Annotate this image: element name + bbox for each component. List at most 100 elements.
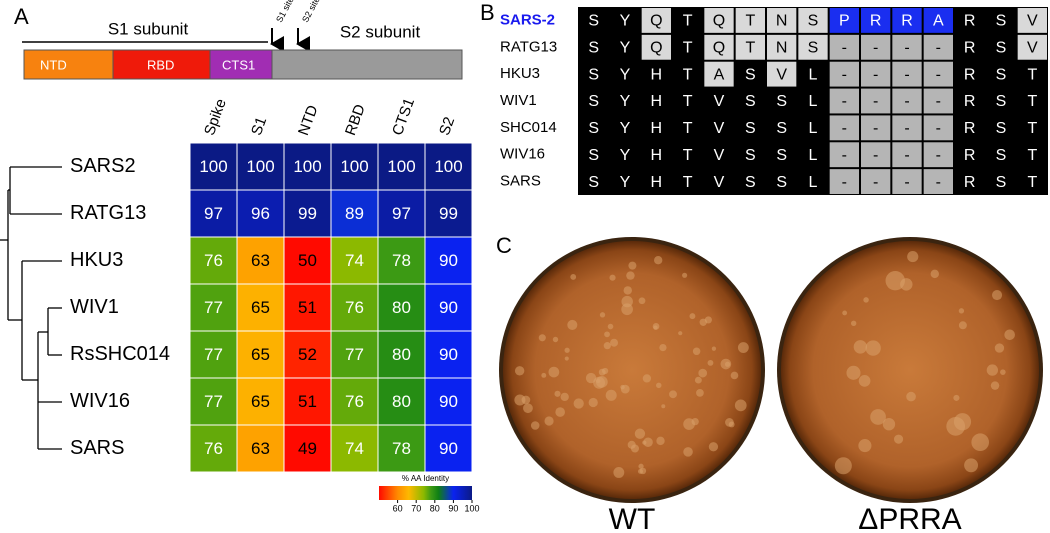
- heatmap-cell: [330, 236, 379, 285]
- residue-cell: [829, 61, 859, 87]
- residue: S: [588, 174, 599, 191]
- cell-value: 100: [340, 157, 368, 176]
- plaque: [865, 340, 881, 356]
- plaque: [691, 417, 699, 426]
- plaque: [634, 428, 646, 439]
- residue: V: [1027, 13, 1038, 30]
- residue: -: [873, 120, 878, 137]
- residue: L: [809, 93, 818, 110]
- sequence-name: SHC014: [500, 119, 557, 136]
- residue-cell: [829, 142, 859, 168]
- plaque: [656, 382, 662, 389]
- heatmap-cell: [189, 377, 238, 426]
- plaque: [555, 407, 565, 417]
- cell-value: 99: [439, 204, 458, 223]
- cell-value: 65: [251, 392, 270, 411]
- plaque: [652, 322, 660, 330]
- phylogenetic-tree: [0, 166, 62, 450]
- residue-cell: [829, 115, 859, 141]
- plaque: [1000, 369, 1006, 375]
- heatmap-cell: [424, 424, 473, 473]
- plaque: [643, 437, 653, 448]
- plaque: [585, 372, 597, 384]
- residue: Y: [620, 13, 631, 30]
- panel-label: C: [496, 233, 512, 258]
- plaque: [598, 368, 606, 376]
- s1-site-label: S1 site: [274, 0, 296, 24]
- domain-label: RBD: [147, 57, 174, 72]
- residue: H: [651, 174, 663, 191]
- plaque: [560, 392, 569, 402]
- residue-cell: [829, 88, 859, 114]
- plaque: [971, 433, 990, 452]
- s2-label: S2 subunit: [340, 22, 421, 41]
- residue: T: [683, 13, 693, 30]
- plaque: [654, 256, 663, 265]
- residue-cell: [861, 34, 891, 60]
- residue: -: [873, 66, 878, 83]
- cell-value: 76: [345, 298, 364, 317]
- plaque: [599, 312, 606, 318]
- residue: Q: [713, 40, 725, 57]
- residue: L: [809, 120, 818, 137]
- plaque: [678, 331, 683, 336]
- cell-value: 90: [439, 345, 458, 364]
- residue: L: [809, 147, 818, 164]
- cell-value: 97: [392, 204, 411, 223]
- residue-cell: [767, 61, 797, 87]
- plaque: [538, 334, 546, 342]
- cell-value: 65: [251, 345, 270, 364]
- heatmap-cell: [283, 330, 332, 379]
- cell-value: 65: [251, 298, 270, 317]
- cell-value: 76: [204, 439, 223, 458]
- plaque: [656, 436, 665, 446]
- plaque: [573, 398, 584, 409]
- plaque: [900, 278, 913, 291]
- residue: R: [964, 174, 976, 191]
- residue: T: [683, 120, 693, 137]
- residue: Y: [620, 93, 631, 110]
- residue: N: [776, 40, 788, 57]
- residue: S: [808, 13, 819, 30]
- heatmap-cell: [330, 377, 379, 426]
- residue: -: [842, 66, 847, 83]
- residue: S: [745, 174, 756, 191]
- plate: [503, 241, 761, 499]
- residue: -: [904, 66, 909, 83]
- column-label: CTS1: [389, 96, 418, 138]
- residue: Y: [620, 120, 631, 137]
- residue: S: [996, 120, 1007, 137]
- residue-cell: [1017, 8, 1047, 33]
- cell-value: 77: [345, 345, 364, 364]
- residue-cell: [767, 8, 797, 33]
- residue: -: [873, 147, 878, 164]
- residue: S: [588, 93, 599, 110]
- cell-value: 96: [251, 204, 270, 223]
- heatmap-cell: [236, 377, 285, 426]
- plaque: [842, 310, 848, 316]
- cell-value: 100: [246, 157, 274, 176]
- residue-cell: [704, 61, 734, 87]
- plaque: [708, 442, 719, 452]
- plaque: [711, 346, 717, 351]
- plaque: [620, 384, 625, 390]
- plaque: [953, 394, 960, 401]
- residue-cell: [892, 88, 922, 114]
- colorbar: % AA Identity 60 70 80 90 100: [379, 474, 480, 513]
- residue: Y: [620, 147, 631, 164]
- cell-value: 100: [293, 157, 321, 176]
- plaque: [588, 397, 598, 408]
- cell-value: 90: [439, 392, 458, 411]
- plaque: [946, 416, 966, 436]
- plaque: [623, 286, 632, 295]
- plaque: [514, 366, 525, 376]
- residue: S: [588, 66, 599, 83]
- residue-cell: [829, 34, 859, 60]
- plaque: [893, 434, 904, 444]
- residue-cell: [892, 142, 922, 168]
- residue: -: [936, 40, 941, 57]
- plaque: [930, 269, 939, 279]
- plaque: [639, 467, 647, 475]
- cell-value: 77: [204, 392, 223, 411]
